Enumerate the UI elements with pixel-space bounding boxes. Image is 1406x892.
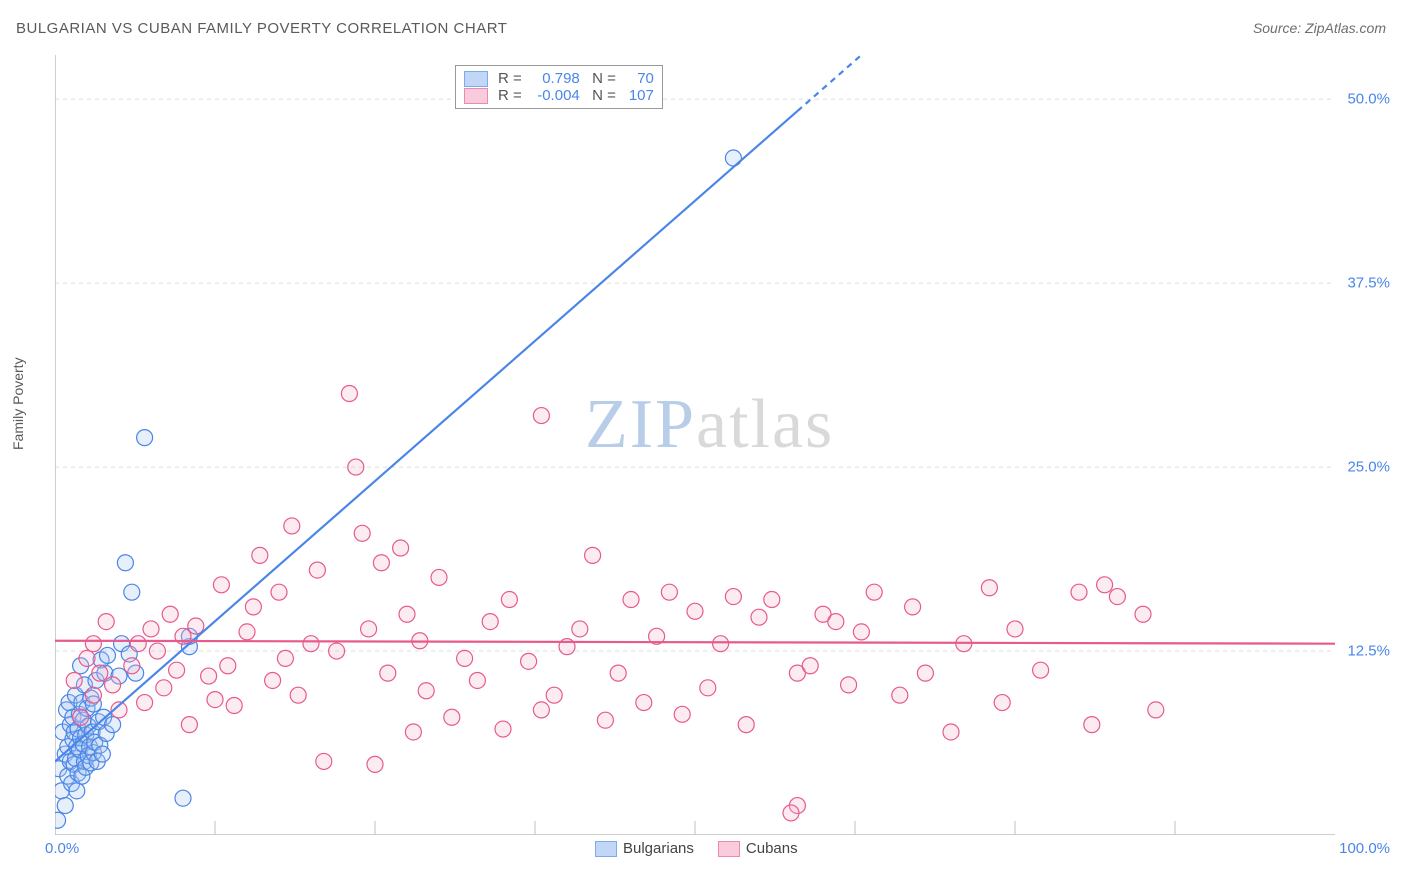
legend-item: Cubans xyxy=(718,840,798,857)
y-tick-label: 50.0% xyxy=(1347,91,1390,108)
plot-svg xyxy=(55,55,1335,835)
correlation-legend: R =0.798 N =70R =-0.004 N =107 xyxy=(455,65,663,109)
n-value: 107 xyxy=(620,87,654,104)
legend-label: Cubans xyxy=(746,840,798,857)
series-swatch xyxy=(464,88,488,104)
source-label: Source: ZipAtlas.com xyxy=(1253,20,1386,36)
series-swatch xyxy=(464,71,488,87)
n-label: N = xyxy=(584,87,616,104)
x-tick-label: 0.0% xyxy=(45,840,79,857)
r-value: -0.004 xyxy=(526,87,580,104)
r-label: R = xyxy=(498,87,522,104)
y-axis-label: Family Poverty xyxy=(10,357,26,450)
r-value: 0.798 xyxy=(526,70,580,87)
legend-item: Bulgarians xyxy=(595,840,694,857)
series-swatch xyxy=(595,841,617,857)
series-swatch xyxy=(718,841,740,857)
r-label: R = xyxy=(498,70,522,87)
n-label: N = xyxy=(584,70,616,87)
series-legend: Bulgarians Cubans xyxy=(595,840,822,857)
y-tick-label: 37.5% xyxy=(1347,275,1390,292)
y-tick-label: 25.0% xyxy=(1347,459,1390,476)
scatter-plot: 12.5%25.0%37.5%50.0% 0.0%100.0% R =0.798… xyxy=(55,55,1335,835)
correlation-row: R =-0.004 N =107 xyxy=(464,87,654,104)
chart-title: BULGARIAN VS CUBAN FAMILY POVERTY CORREL… xyxy=(16,20,507,37)
x-tick-label: 100.0% xyxy=(1339,840,1390,857)
n-value: 70 xyxy=(620,70,654,87)
y-tick-label: 12.5% xyxy=(1347,643,1390,660)
legend-label: Bulgarians xyxy=(623,840,694,857)
correlation-row: R =0.798 N =70 xyxy=(464,70,654,87)
